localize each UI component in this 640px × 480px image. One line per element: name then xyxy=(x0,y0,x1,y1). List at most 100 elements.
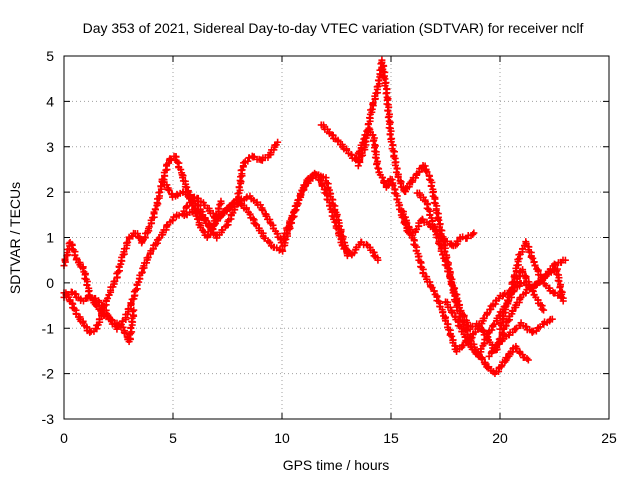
data-point xyxy=(528,328,536,336)
y-tick-label: 5 xyxy=(46,48,54,64)
y-tick-label: 1 xyxy=(46,230,54,246)
data-point xyxy=(274,138,282,146)
x-axis-label: GPS time / hours xyxy=(283,457,390,473)
y-tick-label: 3 xyxy=(46,139,54,155)
data-point xyxy=(388,180,396,188)
data-point xyxy=(337,228,345,236)
data-point xyxy=(435,239,443,247)
data-point xyxy=(436,240,444,248)
data-point xyxy=(378,58,386,66)
data-point xyxy=(548,315,556,323)
data-point xyxy=(394,173,402,181)
data-point xyxy=(356,156,364,164)
data-point xyxy=(169,216,177,224)
data-point xyxy=(423,168,431,176)
data-point xyxy=(235,183,243,191)
x-tick-label: 20 xyxy=(492,430,508,446)
y-tick-label: 0 xyxy=(46,275,54,291)
data-point xyxy=(538,276,546,284)
data-point xyxy=(434,215,442,223)
data-point xyxy=(179,174,187,182)
series-trace xyxy=(158,169,351,260)
data-point xyxy=(299,184,307,192)
data-point xyxy=(369,99,377,107)
data-point xyxy=(403,219,411,227)
data-point xyxy=(374,256,382,264)
data-point xyxy=(468,334,476,342)
data-point xyxy=(182,203,190,211)
data-point xyxy=(341,245,349,253)
data-point xyxy=(86,328,94,336)
data-point xyxy=(297,190,305,198)
data-point xyxy=(130,306,138,314)
data-point xyxy=(422,167,430,175)
data-point xyxy=(438,308,446,316)
data-point xyxy=(454,297,462,305)
data-point xyxy=(284,223,292,231)
data-point xyxy=(470,229,478,237)
data-point xyxy=(214,204,222,212)
x-tick-label: 25 xyxy=(601,430,617,446)
data-point xyxy=(384,95,392,103)
data-point xyxy=(435,216,443,224)
data-point xyxy=(426,278,434,286)
series-trace xyxy=(496,238,565,333)
data-point xyxy=(132,286,140,294)
data-point xyxy=(529,254,537,262)
data-point xyxy=(84,287,92,295)
data-point xyxy=(488,326,496,334)
data-point xyxy=(523,355,531,363)
data-point xyxy=(489,322,497,330)
data-point xyxy=(389,182,397,190)
data-point xyxy=(249,215,257,223)
data-point xyxy=(217,197,225,205)
data-point xyxy=(556,291,564,299)
data-point xyxy=(361,137,369,145)
data-point xyxy=(251,220,259,228)
y-tick-label: 2 xyxy=(46,184,54,200)
data-point xyxy=(430,287,438,295)
data-point xyxy=(557,292,565,300)
data-point xyxy=(173,158,181,166)
data-point xyxy=(177,166,185,174)
data-point xyxy=(380,73,388,81)
series-trace xyxy=(180,138,282,223)
data-point xyxy=(556,284,564,292)
x-tick-label: 5 xyxy=(169,430,177,446)
data-point xyxy=(496,325,504,333)
data-point xyxy=(439,251,447,259)
data-point xyxy=(384,113,392,121)
data-point xyxy=(61,255,69,263)
data-point xyxy=(227,204,235,212)
series-trace xyxy=(60,152,225,336)
axis-ticks: 0 5 10 15 20 25 -3 -2 -1 0 1 2 3 4 5 xyxy=(42,48,617,446)
data-point xyxy=(157,182,165,190)
data-point xyxy=(384,107,392,115)
data-marks xyxy=(60,56,569,378)
y-tick-label: -2 xyxy=(42,366,55,382)
data-point xyxy=(555,277,563,285)
data-point xyxy=(183,183,191,191)
data-point xyxy=(559,297,567,305)
data-point xyxy=(373,160,381,168)
data-point xyxy=(379,174,387,182)
data-point xyxy=(209,209,217,217)
data-point xyxy=(488,348,496,356)
data-point xyxy=(453,296,461,304)
data-point xyxy=(511,271,519,279)
data-point xyxy=(446,274,454,282)
series-trace xyxy=(485,315,556,360)
data-point xyxy=(216,201,224,209)
data-point xyxy=(246,211,254,219)
data-point xyxy=(538,305,546,313)
x-tick-label: 15 xyxy=(383,430,399,446)
x-tick-label: 10 xyxy=(274,430,290,446)
y-tick-label: 4 xyxy=(46,93,54,109)
data-point xyxy=(127,299,135,307)
data-point xyxy=(343,252,351,260)
data-point xyxy=(522,289,530,297)
x-tick-label: 0 xyxy=(60,430,68,446)
data-point xyxy=(459,233,467,241)
data-point xyxy=(519,268,527,276)
